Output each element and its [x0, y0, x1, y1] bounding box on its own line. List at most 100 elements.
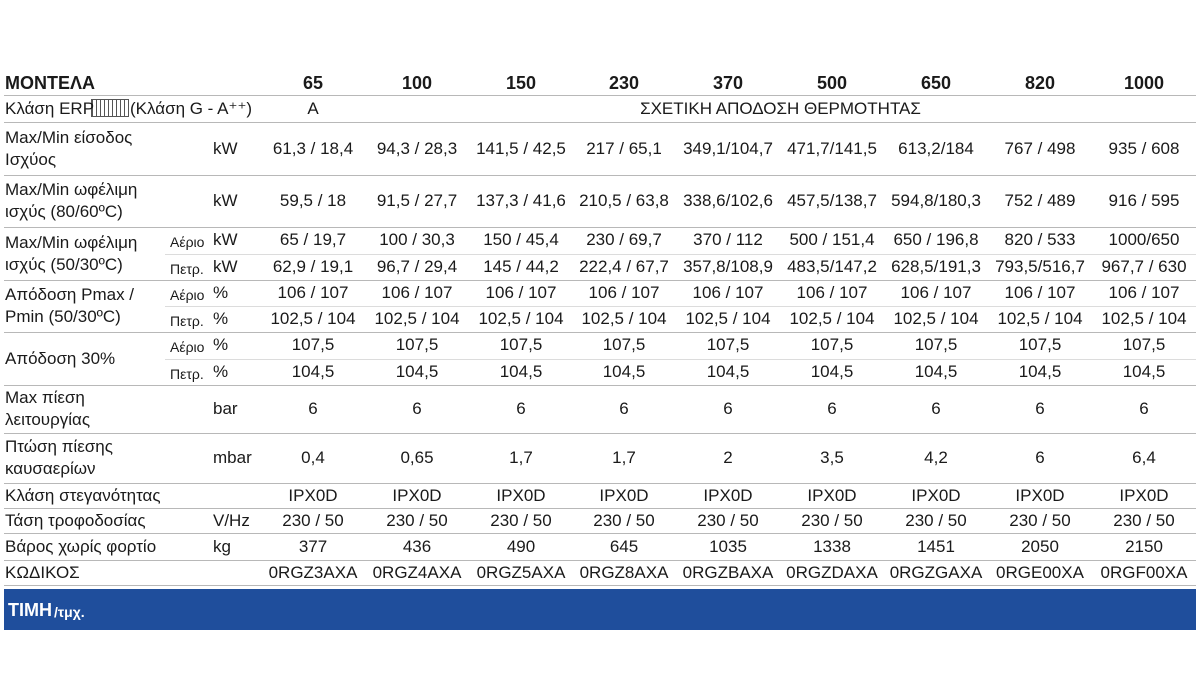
- cell-value: 0RGZ3AXA: [268, 562, 358, 582]
- cell-value: 370 / 112: [693, 230, 763, 250]
- cell-value: 6: [516, 399, 526, 418]
- row-label: Max/Min ωφέλιμη: [5, 232, 138, 252]
- erp-label: Κλάση ERP: [5, 99, 95, 118]
- cell-value: 107,5: [395, 335, 439, 355]
- cell-value: 106 / 107: [796, 283, 868, 302]
- model-name: 820: [1024, 73, 1056, 93]
- row-label: Τάση τροφοδοσίας: [5, 510, 146, 530]
- cell-value: IPX0D: [1119, 485, 1169, 505]
- cell-value: 230 / 50: [593, 510, 655, 530]
- cell-value: 645: [609, 536, 639, 556]
- row-divider: [4, 95, 1196, 96]
- unit-label: %: [213, 335, 229, 355]
- cell-value: 6: [723, 399, 733, 418]
- cell-value: 104,5: [602, 361, 646, 381]
- model-name: 650: [920, 73, 952, 93]
- cell-value: 102,5 / 104: [374, 309, 460, 328]
- cell-value: 338,6/102,6: [683, 191, 773, 210]
- cell-value: 6: [308, 399, 318, 418]
- cell-value: 230 / 50: [282, 510, 344, 530]
- cell-value: 613,2/184: [898, 138, 974, 158]
- cell-value: 767 / 498: [1004, 138, 1076, 158]
- cell-value: 106 / 107: [1004, 283, 1076, 302]
- cell-value: IPX0D: [911, 485, 961, 505]
- cell-value: 1,7: [509, 448, 533, 467]
- cell-value: 377: [298, 536, 328, 556]
- row-divider: [4, 508, 1196, 509]
- cell-value: 222,4 / 67,7: [579, 256, 669, 276]
- cell-value: 100 / 30,3: [379, 230, 455, 250]
- model-name: 230: [608, 73, 640, 93]
- cell-value: 6: [1035, 448, 1045, 467]
- cell-value: 916 / 595: [1108, 191, 1180, 210]
- cell-value: 107,5: [499, 335, 543, 355]
- cell-value: 0RGE00XA: [996, 562, 1084, 582]
- cell-value: 0RGZ4AXA: [372, 562, 462, 582]
- cell-value: 0RGF00XA: [1100, 562, 1188, 582]
- cell-value: 230 / 50: [386, 510, 448, 530]
- cell-value: 104,5: [499, 361, 543, 381]
- cell-value: 104,5: [706, 361, 750, 381]
- cell-value: 217 / 65,1: [586, 138, 662, 158]
- cell-value: 1338: [813, 536, 851, 556]
- row-divider: [4, 227, 1196, 228]
- cell-value: 106 / 107: [692, 283, 764, 302]
- unit-label: bar: [213, 399, 238, 418]
- cell-value: IPX0D: [288, 485, 338, 505]
- model-name: 370: [712, 73, 744, 93]
- cell-value: 490: [506, 536, 536, 556]
- cell-value: 107,5: [706, 335, 750, 355]
- cell-value: IPX0D: [703, 485, 753, 505]
- price-label: ΤΙΜΗ: [8, 600, 52, 620]
- row-label: Απόδοση 30%: [5, 348, 116, 368]
- cell-value: 349,1/104,7: [683, 138, 773, 158]
- cell-value: 106 / 107: [1108, 283, 1180, 302]
- cell-value: 230 / 50: [1009, 510, 1071, 530]
- cell-value: 102,5 / 104: [270, 309, 356, 328]
- header-label: ΜΟΝΤΕΛΑ: [5, 73, 95, 93]
- row-label: ισχύς (50/30ºC): [5, 254, 123, 274]
- cell-value: 230 / 50: [1113, 510, 1175, 530]
- cell-value: 793,5/516,7: [995, 256, 1085, 276]
- cell-value: 59,5 / 18: [279, 191, 347, 210]
- cell-value: 230 / 50: [801, 510, 863, 530]
- fuel-label: Πετρ.: [170, 365, 204, 382]
- cell-value: 436: [402, 536, 432, 556]
- fuel-label: Πετρ.: [170, 313, 204, 329]
- cell-value: 820 / 533: [1004, 230, 1076, 250]
- fuel-label: Αέριο: [170, 287, 205, 303]
- row-label: Κλάση στεγανότητας: [5, 485, 161, 505]
- cell-value: 935 / 608: [1108, 138, 1180, 158]
- row-divider: [4, 433, 1196, 434]
- cell-value: 500 / 151,4: [789, 230, 875, 250]
- cell-value: 107,5: [1018, 335, 1062, 355]
- cell-value: 0RGZBAXA: [682, 562, 774, 582]
- cell-value: IPX0D: [1015, 485, 1065, 505]
- cell-value: 6: [931, 399, 941, 418]
- model-name: 1000: [1123, 73, 1165, 93]
- cell-value: 471,7/141,5: [787, 138, 877, 158]
- cell-value: IPX0D: [599, 485, 649, 505]
- cell-value: 0RGZGAXA: [889, 562, 983, 582]
- cell-value: 104,5: [395, 361, 439, 381]
- cell-value: 357,8/108,9: [683, 256, 773, 276]
- cell-value: 104,5: [810, 361, 854, 381]
- cell-value: 65 / 19,7: [279, 230, 347, 250]
- cell-value: IPX0D: [392, 485, 442, 505]
- erp-rest: ΣΧΕΤΙΚΗ ΑΠΟΔΟΣΗ ΘΕΡΜΟΤΗΤΑΣ: [640, 99, 921, 118]
- cell-value: 104,5: [1122, 361, 1166, 381]
- row-divider: [4, 122, 1196, 123]
- cell-value: 752 / 489: [1004, 191, 1076, 210]
- cell-value: 145 / 44,2: [483, 256, 559, 276]
- cell-value: 96,7 / 29,4: [376, 256, 458, 276]
- cell-value: 6: [619, 399, 629, 418]
- cell-value: 104,5: [291, 361, 335, 381]
- row-divider: [4, 560, 1196, 561]
- cell-value: 594,8/180,3: [891, 191, 981, 210]
- row-label: Pmin (50/30ºC): [5, 307, 121, 326]
- cell-value: 2050: [1021, 536, 1059, 556]
- cell-value: 106 / 107: [588, 283, 660, 302]
- row-divider: [165, 253, 1196, 255]
- cell-value: 650 / 196,8: [893, 230, 979, 250]
- cell-value: 107,5: [1122, 335, 1166, 355]
